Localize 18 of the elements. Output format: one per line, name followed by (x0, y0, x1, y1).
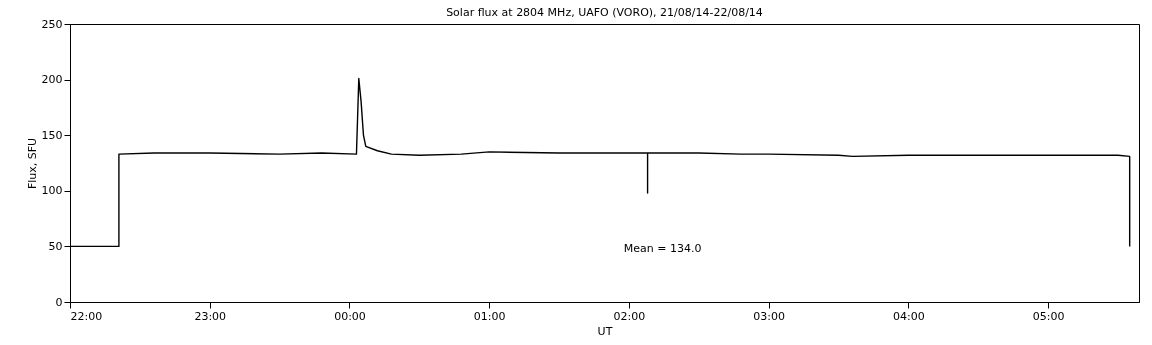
x-tick-label: 03:00 (753, 309, 786, 323)
x-tick-label: 05:00 (1032, 309, 1065, 323)
x-tick-label: 04:00 (893, 309, 925, 323)
x-tick-label: 02:00 (613, 309, 646, 323)
chart-title: Solar flux at 2804 MHz, UAFO (VORO), 21/08/14-22/08/14 (446, 6, 763, 19)
x-tick-label: 22:00 (70, 309, 103, 323)
annotation: Mean = 134.0 (623, 242, 702, 256)
x-tick-label: 00:00 (334, 309, 366, 323)
y-tick-label: 250 (41, 17, 63, 31)
y-tick-label: 100 (41, 184, 63, 198)
x-tick-label: 01:00 (473, 309, 506, 323)
y-tick-label: 150 (41, 128, 63, 142)
x-tick-label: 23:00 (194, 309, 227, 323)
y-tick-label: 0 (55, 295, 63, 309)
y-tick-label: 50 (48, 239, 63, 253)
y-axis-title: Flux, SFU (25, 137, 39, 190)
x-axis-title: UT (597, 324, 613, 338)
y-tick-label: 200 (41, 73, 63, 87)
